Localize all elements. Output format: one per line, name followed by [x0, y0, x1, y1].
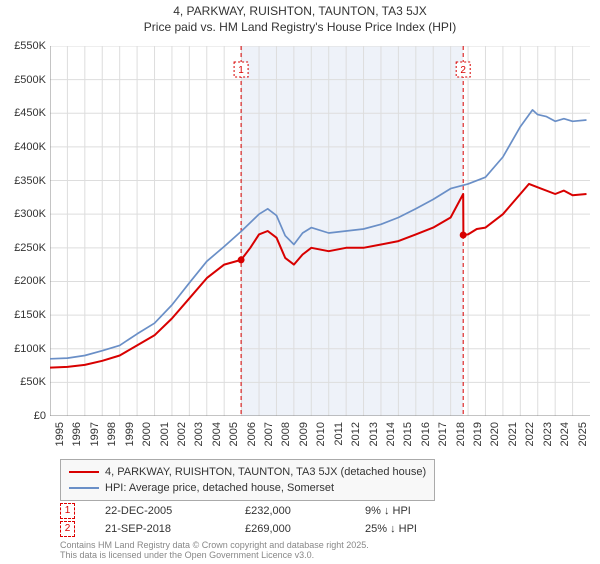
x-axis-labels: 1995 1996 1997 1998 1999 2000 2001 2002 2003 2004…	[50, 420, 590, 460]
legend-swatch-property	[69, 471, 99, 473]
event-marker-2: 2	[60, 521, 75, 537]
event-row-1: 1 22-DEC-2005 £232,000 9% ↓ HPI	[60, 502, 465, 520]
y-tick-label: £550K	[14, 40, 46, 52]
event-date-1: 22-DEC-2005	[105, 505, 215, 517]
y-tick-label: £0	[34, 410, 46, 422]
x-tick-label: 2013	[368, 422, 380, 446]
x-tick-label: 2014	[385, 422, 397, 446]
x-tick-label: 2007	[263, 422, 275, 446]
x-tick-label: 2012	[350, 422, 362, 446]
x-tick-label: 2016	[420, 422, 432, 446]
x-tick-label: 2005	[228, 422, 240, 446]
x-tick-label: 1995	[54, 422, 66, 446]
legend-item-hpi: HPI: Average price, detached house, Some…	[69, 480, 426, 496]
x-tick-label: 2009	[298, 422, 310, 446]
y-tick-label: £450K	[14, 107, 46, 119]
event-pct-2: 25% ↓ HPI	[365, 523, 465, 535]
x-tick-label: 2010	[315, 422, 327, 446]
x-tick-label: 2015	[402, 422, 414, 446]
x-tick-label: 2025	[577, 422, 589, 446]
chart-area: £0£50K£100K£150K£200K£250K£300K£350K£400…	[50, 46, 590, 416]
x-tick-label: 2011	[333, 422, 345, 446]
y-tick-label: £150K	[14, 309, 46, 321]
y-axis-labels: £0£50K£100K£150K£200K£250K£300K£350K£400…	[2, 46, 46, 416]
event-pct-1: 9% ↓ HPI	[365, 505, 465, 517]
chart-container: 4, PARKWAY, RUISHTON, TAUNTON, TA3 5JX P…	[0, 4, 600, 564]
x-tick-label: 2017	[437, 422, 449, 446]
x-tick-label: 2018	[455, 422, 467, 446]
y-tick-label: £400K	[14, 141, 46, 153]
y-tick-label: £500K	[14, 74, 46, 86]
y-tick-label: £250K	[14, 242, 46, 254]
footer-line-1: Contains HM Land Registry data © Crown c…	[60, 540, 369, 550]
event-price-1: £232,000	[245, 505, 335, 517]
chart-svg: 12	[50, 46, 590, 416]
x-tick-label: 2008	[280, 422, 292, 446]
x-tick-label: 1999	[124, 422, 136, 446]
legend-swatch-hpi	[69, 487, 99, 489]
y-tick-label: £200K	[14, 275, 46, 287]
y-tick-label: £100K	[14, 343, 46, 355]
x-tick-label: 2000	[141, 422, 153, 446]
x-tick-label: 2004	[211, 422, 223, 446]
y-tick-label: £300K	[14, 208, 46, 220]
legend: 4, PARKWAY, RUISHTON, TAUNTON, TA3 5JX (…	[60, 459, 435, 501]
y-tick-label: £50K	[20, 376, 46, 388]
x-tick-label: 2002	[176, 422, 188, 446]
x-tick-label: 1998	[106, 422, 118, 446]
x-tick-label: 2024	[559, 422, 571, 446]
x-tick-label: 1997	[89, 422, 101, 446]
event-marker-1: 1	[60, 503, 75, 519]
event-price-2: £269,000	[245, 523, 335, 535]
x-tick-label: 2020	[489, 422, 501, 446]
x-tick-label: 2022	[524, 422, 536, 446]
x-tick-label: 2001	[159, 422, 171, 446]
legend-item-property: 4, PARKWAY, RUISHTON, TAUNTON, TA3 5JX (…	[69, 464, 426, 480]
footer: Contains HM Land Registry data © Crown c…	[60, 540, 369, 560]
chart-subtitle: Price paid vs. HM Land Registry's House …	[0, 20, 600, 34]
svg-text:2: 2	[460, 65, 466, 76]
footer-line-2: This data is licensed under the Open Gov…	[60, 550, 369, 560]
x-tick-label: 2006	[246, 422, 258, 446]
legend-label-property: 4, PARKWAY, RUISHTON, TAUNTON, TA3 5JX (…	[105, 466, 426, 478]
legend-label-hpi: HPI: Average price, detached house, Some…	[105, 482, 334, 494]
x-tick-label: 2003	[193, 422, 205, 446]
x-tick-label: 1996	[71, 422, 83, 446]
x-tick-label: 2021	[507, 422, 519, 446]
event-row-2: 2 21-SEP-2018 £269,000 25% ↓ HPI	[60, 520, 465, 538]
x-tick-label: 2023	[542, 422, 554, 446]
y-tick-label: £350K	[14, 175, 46, 187]
events-table: 1 22-DEC-2005 £232,000 9% ↓ HPI 2 21-SEP…	[60, 502, 465, 538]
chart-title: 4, PARKWAY, RUISHTON, TAUNTON, TA3 5JX	[0, 4, 600, 18]
x-tick-label: 2019	[472, 422, 484, 446]
event-date-2: 21-SEP-2018	[105, 523, 215, 535]
svg-text:1: 1	[238, 65, 244, 76]
